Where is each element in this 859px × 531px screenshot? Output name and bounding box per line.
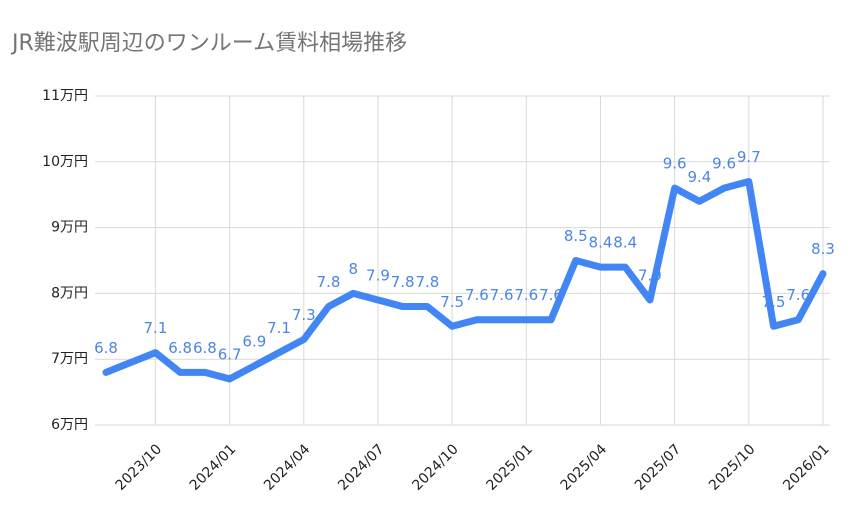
x-tick-label: 2025/07 <box>632 441 684 493</box>
y-tick-label: 8万円 <box>51 285 88 301</box>
data-label: 8.4 <box>589 234 613 252</box>
y-tick-label: 11万円 <box>42 88 88 104</box>
y-tick-label: 9万円 <box>51 220 88 236</box>
data-label: 7.9 <box>366 266 390 284</box>
data-label: 8.3 <box>811 240 835 258</box>
data-label: 6.7 <box>218 345 242 363</box>
x-tick-label: 2025/04 <box>558 441 611 494</box>
x-tick-label: 2026/01 <box>780 441 832 493</box>
data-label: 7.6 <box>465 286 489 304</box>
y-tick-label: 10万円 <box>42 154 88 170</box>
x-tick-label: 2024/07 <box>335 441 387 493</box>
data-label: 6.8 <box>168 339 192 357</box>
x-tick-label: 2023/10 <box>113 441 165 493</box>
data-label: 7.8 <box>391 273 415 291</box>
x-tick-label: 2024/10 <box>409 441 461 493</box>
data-label: 6.8 <box>94 339 118 357</box>
x-tick-label: 2024/01 <box>187 441 239 493</box>
data-line <box>102 178 827 383</box>
x-tick-label: 2025/01 <box>484 441 536 493</box>
data-label: 8 <box>348 260 358 278</box>
x-tick-label: 2025/10 <box>706 441 758 493</box>
data-label: 7.5 <box>762 293 786 311</box>
data-label: 9.7 <box>737 148 761 166</box>
data-label: 7.3 <box>292 306 316 324</box>
y-tick-label: 7万円 <box>51 351 88 367</box>
data-label: 7.5 <box>440 293 464 311</box>
data-label: 9.6 <box>712 155 736 173</box>
data-label: 8.4 <box>613 234 637 252</box>
data-label: 7.8 <box>415 273 439 291</box>
data-label: 7.1 <box>267 319 291 337</box>
data-label: 7.6 <box>490 286 514 304</box>
data-label: 7.1 <box>144 319 168 337</box>
data-label: 6.9 <box>242 332 266 350</box>
data-label: 7.6 <box>514 286 538 304</box>
chart-title: JR難波駅周辺のワンルーム賃料相場推移 <box>10 31 407 56</box>
data-label: 8.5 <box>564 227 588 245</box>
data-label: 7.6 <box>786 286 810 304</box>
data-label: 6.8 <box>193 339 217 357</box>
x-tick-label: 2024/04 <box>261 441 314 494</box>
y-tick-label: 6万円 <box>51 417 88 433</box>
data-label: 9.4 <box>687 168 711 186</box>
data-label: 7.6 <box>539 286 563 304</box>
data-label: 7.8 <box>317 273 341 291</box>
data-label: 7.9 <box>638 266 662 284</box>
data-label: 9.6 <box>663 155 687 173</box>
